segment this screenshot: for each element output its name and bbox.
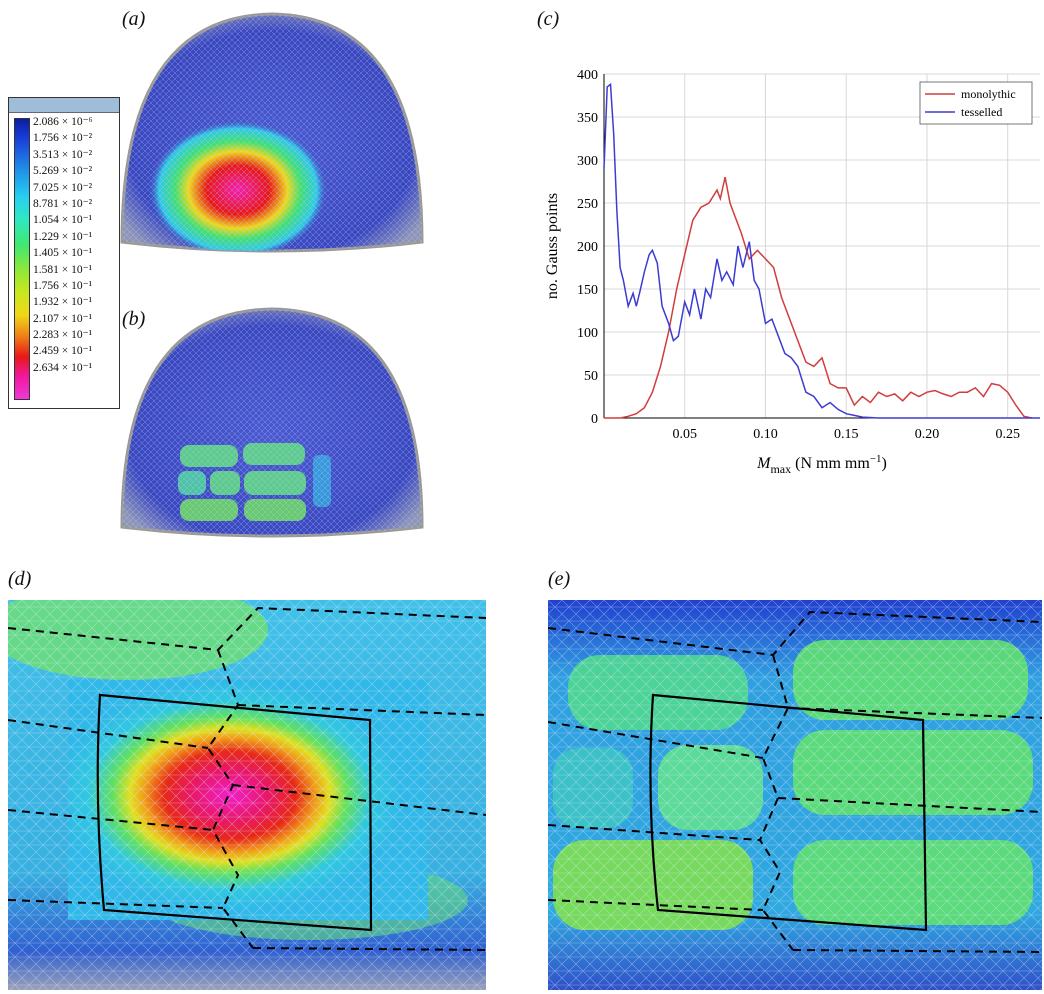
chart-legend: monolythic tesselled <box>919 81 1033 125</box>
legend-value: 1.229 × 10⁻¹ <box>33 230 93 243</box>
x-tick-label: 0.10 <box>753 427 778 442</box>
legend-value: 1.756 × 10⁻² <box>33 132 93 145</box>
y-tick-label: 0 <box>591 412 598 427</box>
legend-value: 1.405 × 10⁻¹ <box>33 247 93 260</box>
y-tick-label: 300 <box>577 154 598 169</box>
panel-label-e: (e) <box>548 568 571 590</box>
x-tick-label: 0.25 <box>995 427 1020 442</box>
panel-label-a: (a) <box>122 8 146 30</box>
series-line-monolythic <box>604 177 1033 419</box>
y-axis-label: no. Gauss points <box>544 193 561 299</box>
x-tick-label: 0.05 <box>672 427 697 442</box>
legend-value: 2.459 × 10⁻¹ <box>33 345 93 358</box>
legend-value: 5.269 × 10⁻² <box>33 165 93 178</box>
y-tick-label: 200 <box>577 240 598 255</box>
panel-label-c: (c) <box>537 8 560 30</box>
x-ticks: 0.05 0.10 0.15 0.20 0.25 <box>672 427 1019 442</box>
y-tick-label: 50 <box>584 369 598 384</box>
panel-label-d: (d) <box>8 568 32 590</box>
dome-plot-tesselled <box>120 307 424 538</box>
legend-value: 2.634 × 10⁻¹ <box>33 361 93 374</box>
tile-pattern-b <box>122 309 422 536</box>
legend-value: 2.086 × 10⁻⁶ <box>33 116 93 128</box>
y-tick-label: 250 <box>577 197 598 212</box>
y-ticks: 0 50 100 150 200 250 300 350 400 <box>577 68 598 427</box>
series-line-tesselled <box>603 82 1040 419</box>
legend-colorbar <box>14 118 30 400</box>
closeup-plot-tesselled <box>548 600 1042 990</box>
x-tick-label: 0.20 <box>915 427 940 442</box>
y-tick-label: 150 <box>577 283 598 298</box>
gauss-points-line-chart: 0.05 0.10 0.15 0.20 0.25 0 50 100 150 200 250 300 3… <box>544 68 1040 476</box>
legend-label-tesselled: tesselled <box>961 105 1002 119</box>
closeup-plot-monolithic <box>8 600 486 990</box>
legend-value: 1.054 × 10⁻¹ <box>33 214 93 227</box>
legend-value: 7.025 × 10⁻² <box>33 181 93 194</box>
legend-value: 2.283 × 10⁻¹ <box>33 329 93 342</box>
y-tick-label: 400 <box>577 68 598 83</box>
tile-boundaries-d <box>8 606 486 951</box>
panel-label-b: (b) <box>122 308 146 330</box>
legend-values: 2.086 × 10⁻⁶ 1.756 × 10⁻² 3.513 × 10⁻² 5.26… <box>33 114 121 376</box>
legend-value: 3.513 × 10⁻² <box>33 148 93 161</box>
legend-header <box>9 98 119 113</box>
legend-label-monolythic: monolythic <box>961 87 1016 101</box>
y-tick-label: 100 <box>577 326 598 341</box>
legend-value: 1.581 × 10⁻¹ <box>33 263 93 276</box>
y-tick-label: 350 <box>577 111 598 126</box>
x-tick-label: 0.15 <box>834 427 859 442</box>
legend-value: 2.107 × 10⁻¹ <box>33 312 93 325</box>
legend-value: 8.781 × 10⁻² <box>33 197 93 210</box>
legend-value: 1.756 × 10⁻¹ <box>33 279 93 292</box>
legend-value: 1.932 × 10⁻¹ <box>33 296 93 309</box>
loaded-region-outline-e <box>649 693 928 932</box>
tile-boundaries-e <box>548 610 1042 953</box>
dome-plot-monolithic <box>120 12 424 253</box>
x-axis-label: Mmax (N mm mm−1) <box>756 453 887 476</box>
loaded-region-outline-d <box>96 693 373 932</box>
color-scale-legend: 2.086 × 10⁻⁶ 1.756 × 10⁻² 3.513 × 10⁻² 5.26… <box>8 97 120 409</box>
